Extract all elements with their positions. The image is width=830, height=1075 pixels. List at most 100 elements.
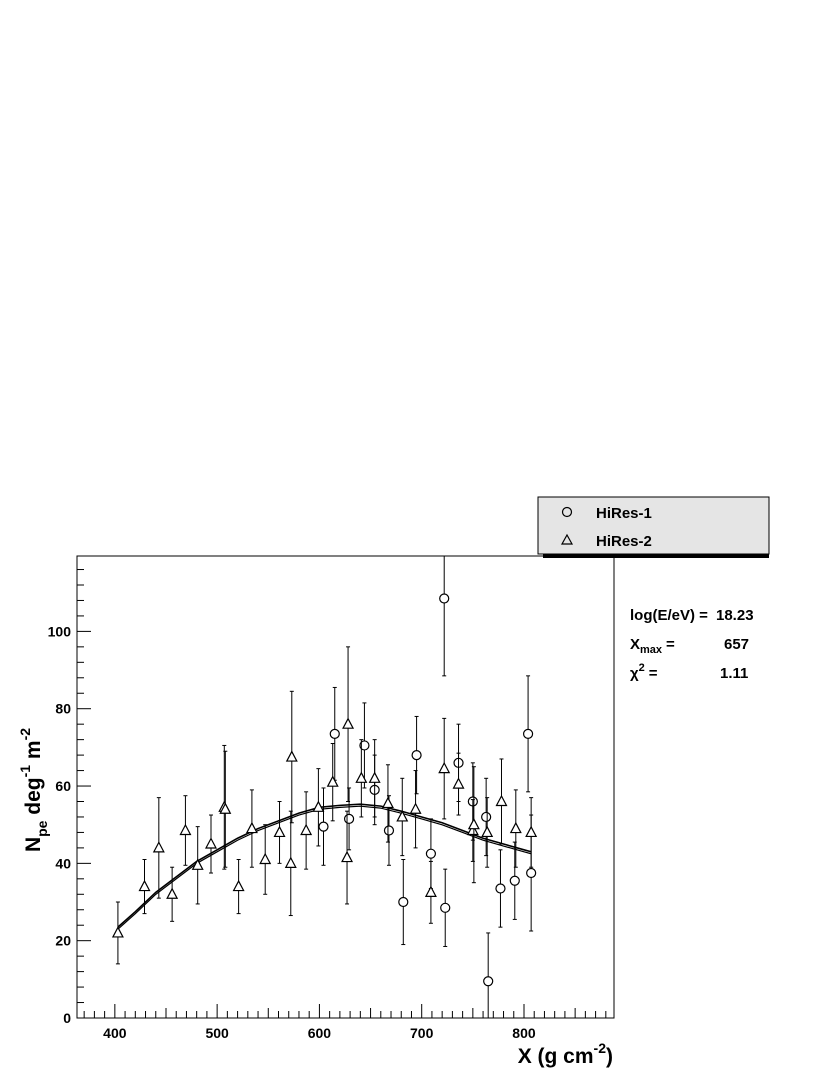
triangle-marker <box>481 825 494 838</box>
x-tick-label: 700 <box>410 1025 434 1041</box>
triangle-marker <box>424 885 437 897</box>
triangle-marker <box>381 796 394 809</box>
chi2-label-chi: χ <box>630 665 639 682</box>
hires-2-point <box>232 858 245 915</box>
triangle-marker <box>452 777 465 789</box>
triangle-marker <box>138 879 151 892</box>
hires-2-point <box>481 797 494 868</box>
triangle-marker <box>166 887 179 899</box>
hires-2-point <box>300 791 313 870</box>
circle-marker <box>509 875 520 886</box>
y-axis-title: Npe deg-1 m-2 <box>17 728 50 852</box>
hires-1-point <box>439 555 450 677</box>
circle-marker <box>359 740 370 751</box>
hires-2-point <box>111 901 124 965</box>
triangle-marker <box>342 717 355 729</box>
circle-marker <box>440 902 451 913</box>
chi2-value: 1.11 <box>720 665 748 682</box>
chi2-label-eq: = <box>649 665 658 682</box>
triangle-marker <box>438 761 451 774</box>
y-axis-title-m-sup: -2 <box>17 728 33 741</box>
hires-2-point <box>326 743 339 822</box>
hires-2-point <box>259 824 272 895</box>
triangle-marker <box>232 879 245 892</box>
triangle-marker <box>396 810 409 822</box>
hires-2-point <box>152 797 165 899</box>
y-axis-title-deg-sup: -1 <box>17 765 33 778</box>
axis-tick-labels: 0 20 40 60 80 100 400 500 600 700 800 <box>48 623 536 1041</box>
y-axis-title-deg: deg <box>22 777 45 820</box>
circle-marker <box>383 825 395 836</box>
y-tick-label: 80 <box>55 701 71 717</box>
circle-marker <box>483 976 494 987</box>
circle-marker <box>329 728 340 739</box>
hires-1-point <box>398 858 409 946</box>
triangle-marker <box>284 856 297 868</box>
xmax-label-x: X <box>630 636 640 653</box>
circle-marker <box>318 821 329 832</box>
triangle-marker <box>111 926 124 938</box>
hires-2-point <box>284 810 297 917</box>
plot-frame <box>76 555 615 1019</box>
x-tick-label: 500 <box>205 1025 229 1041</box>
hires-1-point <box>509 841 520 920</box>
xmax-label-sub: max <box>640 644 663 656</box>
triangle-marker <box>152 841 165 853</box>
hires-2-point <box>219 750 232 868</box>
hires-2-point <box>285 690 298 824</box>
hires-2-point <box>495 758 508 845</box>
x-axis-title-main: X (g cm <box>518 1045 594 1068</box>
circle-marker <box>398 896 409 908</box>
x-axis-title: X (g cm-2) <box>518 1040 613 1068</box>
hires-2-point <box>525 797 538 868</box>
triangle-marker <box>509 821 522 834</box>
triangle-marker <box>341 850 354 863</box>
hires-2-point <box>467 766 480 884</box>
x-axis-title-close: ) <box>606 1045 613 1068</box>
hires-1-point <box>483 932 494 1019</box>
x-tick-label: 400 <box>103 1025 127 1041</box>
hires-2-point <box>312 768 325 847</box>
hires-2-point <box>342 646 355 802</box>
x-tick-label: 600 <box>308 1025 332 1041</box>
y-tick-label: 100 <box>48 623 72 639</box>
circle-marker <box>439 593 450 604</box>
legend: HiRes-1 HiRes-2 <box>537 496 770 558</box>
triangle-marker <box>466 823 479 836</box>
triangle-marker <box>467 817 480 830</box>
triangle-marker <box>312 800 325 812</box>
circle-marker <box>343 813 355 824</box>
legend-triangle-marker <box>560 533 574 545</box>
y-axis-title-m: m <box>22 740 45 765</box>
hires-2-point <box>138 858 151 915</box>
hires-1-point <box>440 868 451 947</box>
xmax-label: Xmax = <box>630 636 675 656</box>
hires-2-point <box>166 866 179 922</box>
circle-marker <box>495 883 506 894</box>
y-axis-title-n: N <box>22 837 45 852</box>
triangle-marker <box>495 794 508 807</box>
triangle-marker <box>525 825 538 838</box>
hires-2-point <box>273 800 286 864</box>
hires-2-point <box>205 814 217 874</box>
energy-label: log(E/eV) = <box>630 607 708 624</box>
hires-2-point <box>438 717 451 820</box>
x-tick-label: 800 <box>512 1025 536 1041</box>
legend-box <box>537 496 770 555</box>
hires-2-point <box>245 789 258 868</box>
triangle-marker <box>326 775 339 787</box>
triangle-marker <box>355 771 368 783</box>
triangle-marker <box>273 825 286 838</box>
circle-marker <box>522 728 534 739</box>
triangle-marker <box>245 821 258 834</box>
hires-2-point <box>409 770 422 849</box>
hires-2-point <box>424 860 437 924</box>
hires-1-point <box>359 702 370 789</box>
hires-1-point <box>522 675 534 793</box>
hires-2-point <box>355 739 368 818</box>
hires-2-point <box>191 826 204 905</box>
legend-circle-marker <box>561 506 573 518</box>
chi2-label: χ2 = <box>630 662 658 682</box>
circle-marker <box>526 867 537 879</box>
triangle-marker <box>179 823 192 836</box>
